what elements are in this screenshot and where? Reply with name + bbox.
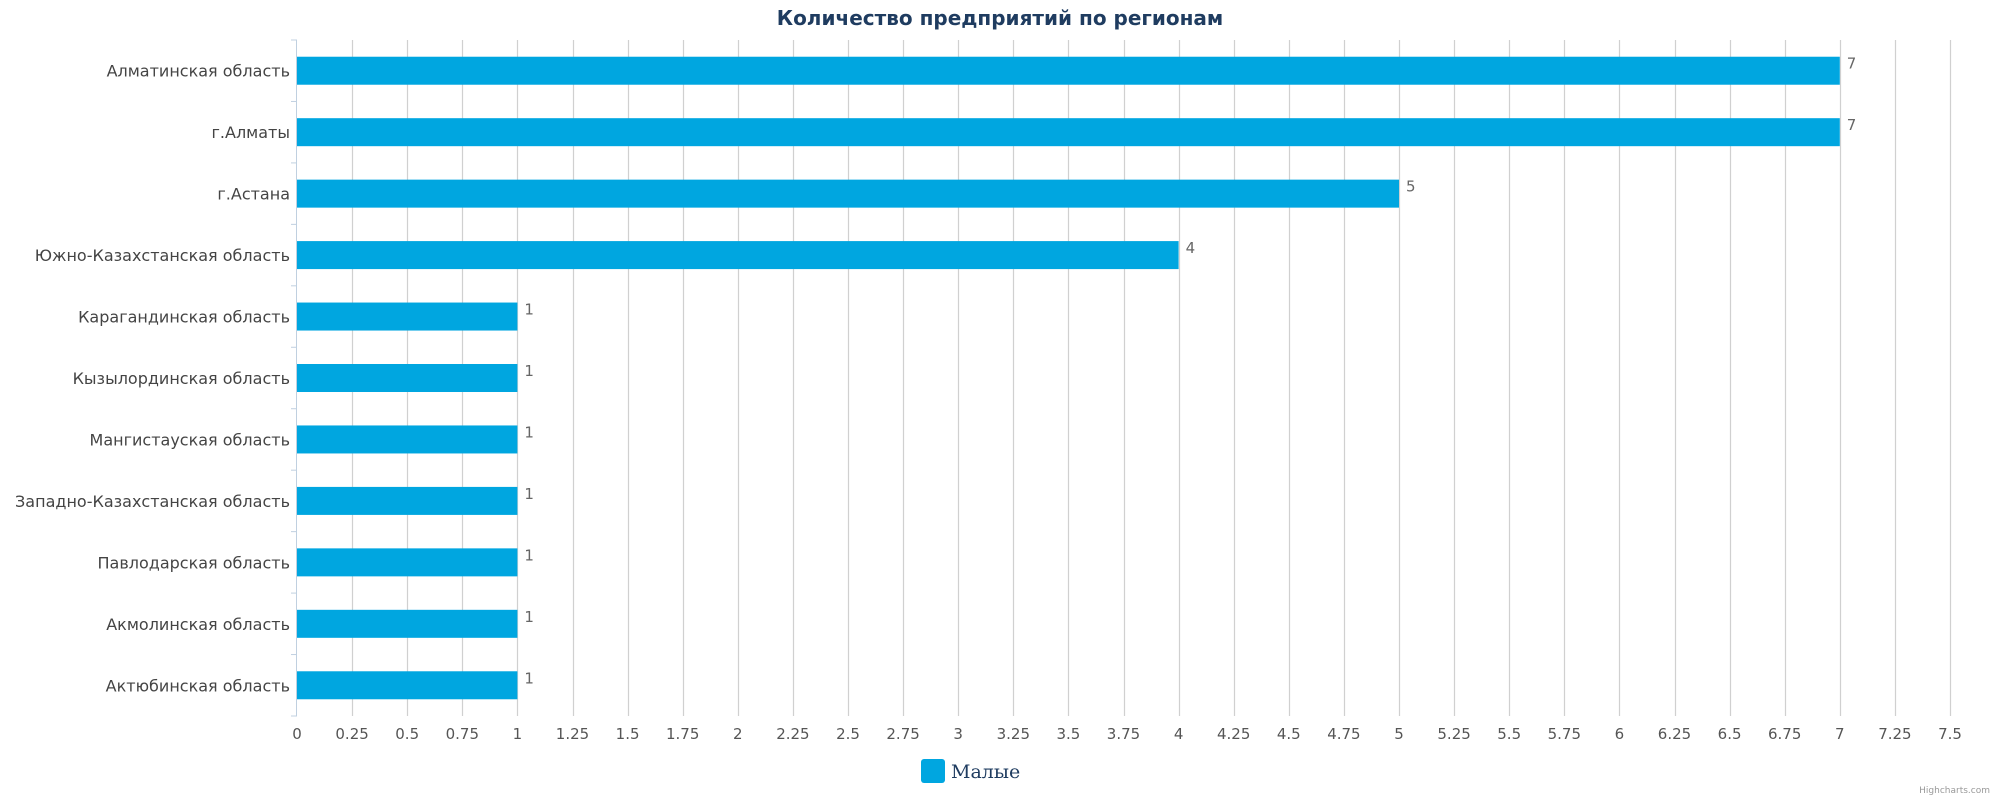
x-tick-label: 7.5 [1938, 725, 1962, 743]
x-tick-label: 3.25 [997, 725, 1030, 743]
x-tick-label: 0.25 [335, 725, 368, 743]
x-tick-label: 7 [1835, 725, 1845, 743]
x-tick-label: 1.25 [556, 725, 589, 743]
category-label: Западно-Казахстанская область [15, 492, 290, 511]
bar[interactable] [297, 548, 518, 577]
data-label: 1 [524, 608, 534, 626]
bars [297, 56, 1840, 700]
x-tick-label: 2.25 [776, 725, 809, 743]
category-label: Карагандинская область [78, 308, 290, 327]
bar[interactable] [297, 241, 1179, 270]
data-label: 7 [1847, 55, 1857, 73]
category-label: Акмолинская область [106, 615, 290, 634]
x-tick-label: 0 [292, 725, 302, 743]
bar[interactable] [297, 425, 518, 454]
x-tick-label: 0.75 [446, 725, 479, 743]
bar[interactable] [297, 671, 518, 700]
data-label: 1 [524, 423, 534, 441]
bar[interactable] [297, 56, 1840, 85]
x-tick-label: 5.25 [1437, 725, 1470, 743]
data-label: 1 [524, 669, 534, 687]
bar[interactable] [297, 486, 518, 515]
x-tick-label: 6.25 [1658, 725, 1691, 743]
legend-label[interactable]: Малые [951, 761, 1020, 783]
bar[interactable] [297, 609, 518, 638]
x-tick-label: 5.5 [1497, 725, 1521, 743]
bar[interactable] [297, 118, 1840, 147]
x-tick-label: 6 [1615, 725, 1625, 743]
x-tick-label: 6.75 [1768, 725, 1801, 743]
x-tick-label: 4 [1174, 725, 1184, 743]
category-label: Южно-Казахстанская область [35, 246, 290, 265]
chart-title: Количество предприятий по регионам [777, 6, 1224, 30]
x-axis-ticks: 0 0.25 0.5 0.75 1 1.25 1.5 1.75 2 2.25 2.5 2.75 3 3.2… [292, 725, 1962, 743]
data-label: 1 [524, 485, 534, 503]
category-label: Кызылординская область [73, 369, 290, 388]
category-label: Мангистауская область [90, 430, 290, 449]
category-label: г.Алматы [212, 123, 291, 142]
data-label: 1 [524, 546, 534, 564]
category-labels: Алматинская область г.Алматы г.Астана Южно-… [15, 62, 290, 696]
data-label: 1 [524, 362, 534, 380]
x-tick-label: 7.25 [1878, 725, 1911, 743]
legend[interactable]: Малые [921, 759, 1020, 783]
x-tick-label: 5.75 [1548, 725, 1581, 743]
x-tick-label: 4.5 [1277, 725, 1301, 743]
x-tick-label: 6.5 [1718, 725, 1742, 743]
x-tick-label: 1.5 [616, 725, 640, 743]
data-label: 1 [524, 301, 534, 319]
x-tick-label: 5 [1394, 725, 1404, 743]
x-tick-label: 1.75 [666, 725, 699, 743]
x-tick-label: 4.75 [1327, 725, 1360, 743]
data-label: 5 [1406, 178, 1416, 196]
x-tick-label: 0.5 [395, 725, 419, 743]
legend-swatch[interactable] [921, 759, 945, 783]
x-tick-label: 2 [733, 725, 743, 743]
x-tick-label: 2.5 [836, 725, 860, 743]
x-tick-label: 3.75 [1107, 725, 1140, 743]
grid-lines [291, 39, 1952, 717]
bar[interactable] [297, 179, 1399, 208]
category-label: г.Астана [217, 185, 290, 204]
bar[interactable] [297, 364, 518, 392]
data-labels: 7 7 5 4 1 1 1 1 1 1 1 [524, 55, 1856, 688]
data-label: 7 [1847, 116, 1857, 134]
category-label: Актюбинская область [106, 676, 290, 695]
x-tick-label: 3 [953, 725, 963, 743]
x-tick-label: 1 [513, 725, 523, 743]
x-tick-label: 4.25 [1217, 725, 1250, 743]
x-tick-label: 3.5 [1056, 725, 1080, 743]
category-label: Алматинская область [107, 62, 290, 81]
category-label: Павлодарская область [97, 553, 290, 572]
x-tick-label: 2.75 [886, 725, 919, 743]
data-label: 4 [1186, 239, 1196, 257]
bar[interactable] [297, 302, 518, 331]
credits-link[interactable]: Highcharts.com [1919, 786, 1990, 796]
